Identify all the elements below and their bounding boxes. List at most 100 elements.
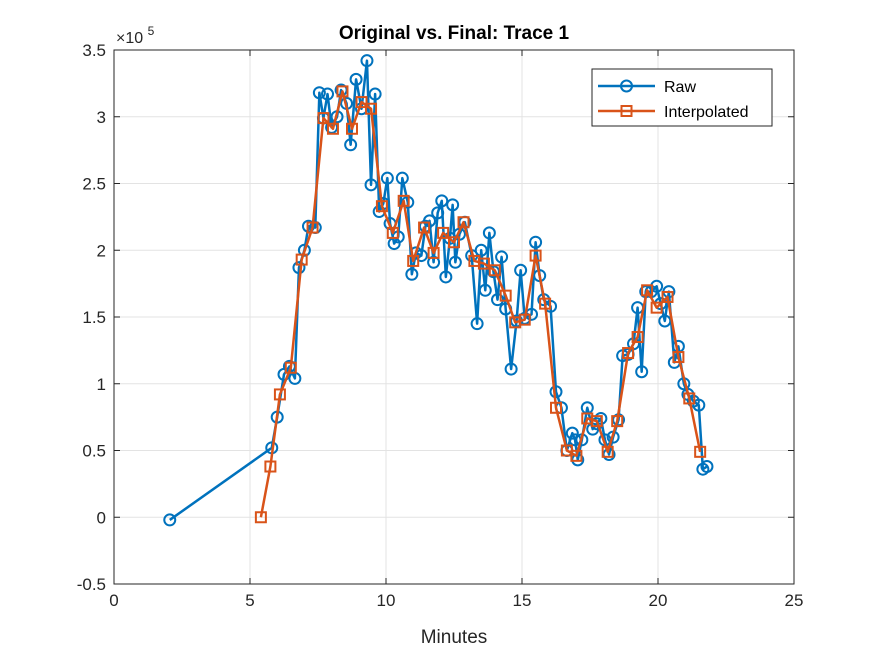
data-point-interpolated bbox=[570, 449, 583, 462]
y-tick-label: 2.5 bbox=[82, 175, 106, 194]
y-tick-label: 2 bbox=[97, 241, 106, 260]
data-point-interpolated bbox=[375, 200, 388, 213]
y-tick-label: -0.5 bbox=[77, 575, 106, 594]
data-point-interpolated bbox=[365, 102, 378, 115]
legend-raw-marker bbox=[620, 79, 633, 93]
data-point-interpolated bbox=[386, 226, 399, 239]
data-point-interpolated bbox=[601, 445, 614, 458]
y-exponent-power: 5 bbox=[148, 24, 155, 38]
data-point-interpolated bbox=[661, 290, 674, 303]
data-point-interpolated bbox=[622, 347, 635, 360]
series-interpolated bbox=[254, 85, 707, 524]
data-point-raw bbox=[312, 86, 326, 100]
svg-text:×10 5: ×10 5 bbox=[116, 24, 155, 47]
y-tick-label: 1 bbox=[97, 375, 106, 394]
y-tick-label: 3 bbox=[97, 108, 106, 127]
x-tick-label: 5 bbox=[245, 591, 254, 610]
data-point-interpolated bbox=[254, 511, 267, 524]
data-point-interpolated bbox=[427, 246, 440, 259]
data-point-interpolated bbox=[611, 415, 624, 428]
data-point-raw bbox=[380, 171, 394, 185]
data-point-raw bbox=[658, 314, 672, 328]
data-point-raw bbox=[349, 72, 363, 86]
data-point-raw bbox=[478, 283, 492, 297]
data-point-interpolated bbox=[518, 313, 531, 326]
data-point-interpolated bbox=[529, 249, 542, 262]
data-point-raw bbox=[529, 235, 543, 249]
legend-raw-label: Raw bbox=[664, 79, 696, 96]
data-point-interpolated bbox=[407, 254, 420, 267]
data-point-interpolated bbox=[683, 392, 696, 405]
tick-labels: 0 5 10 15 20 25-0.500.511.522.533.5 bbox=[77, 41, 804, 610]
data-point-interpolated bbox=[306, 221, 319, 234]
data-point-raw bbox=[368, 87, 382, 101]
data-point-raw bbox=[474, 243, 488, 257]
data-point-interpolated bbox=[448, 236, 460, 249]
data-point-raw bbox=[364, 178, 378, 192]
data-point-raw bbox=[435, 194, 449, 208]
data-point-interpolated bbox=[346, 122, 358, 135]
data-point-interpolated bbox=[437, 226, 450, 239]
data-point-interpolated bbox=[326, 122, 339, 135]
data-point-interpolated bbox=[284, 361, 297, 374]
data-point-raw bbox=[700, 460, 714, 474]
x-tick-label: 25 bbox=[785, 591, 804, 610]
data-point-raw bbox=[321, 87, 335, 101]
data-point-raw bbox=[504, 362, 518, 376]
data-point-raw bbox=[482, 226, 496, 240]
legend-interpolated-marker bbox=[620, 105, 633, 117]
data-point-interpolated bbox=[539, 297, 552, 310]
x-axis-label: Minutes bbox=[421, 627, 488, 648]
data-point-raw bbox=[360, 54, 374, 68]
y-exponent-base: ×10 bbox=[116, 30, 143, 47]
legend-interpolated-label: Interpolated bbox=[664, 104, 749, 121]
y-tick-label: 0 bbox=[97, 508, 106, 527]
data-point-interpolated bbox=[590, 415, 603, 428]
data-point-interpolated bbox=[397, 194, 410, 207]
ticks bbox=[113, 49, 795, 585]
data-point-raw bbox=[431, 206, 445, 220]
data-point-interpolated bbox=[631, 331, 644, 344]
data-point-interpolated bbox=[650, 301, 663, 314]
data-point-interpolated bbox=[295, 253, 308, 266]
data-point-raw bbox=[297, 243, 311, 257]
data-point-interpolated bbox=[672, 351, 685, 364]
data-point-interpolated bbox=[488, 264, 501, 277]
data-point-interpolated bbox=[317, 112, 330, 125]
x-tick-label: 10 bbox=[377, 591, 396, 610]
y-tick-label: 3.5 bbox=[82, 41, 106, 60]
data-point-raw bbox=[163, 513, 177, 527]
data-point-interpolated bbox=[477, 257, 490, 270]
data-point-raw bbox=[565, 426, 579, 440]
data-point-interpolated bbox=[641, 284, 654, 297]
data-point-raw bbox=[405, 267, 419, 281]
data-point-raw bbox=[448, 255, 462, 269]
data-point-raw bbox=[470, 317, 484, 331]
data-point-raw bbox=[292, 261, 306, 275]
chart-title: Original vs. Final: Trace 1 bbox=[339, 23, 570, 44]
data-point-raw bbox=[692, 398, 706, 412]
data-point-raw bbox=[427, 255, 441, 269]
y-tick-label: 0.5 bbox=[82, 442, 106, 461]
data-point-interpolated bbox=[457, 216, 470, 229]
x-tick-label: 15 bbox=[513, 591, 532, 610]
data-point-interpolated bbox=[694, 445, 707, 458]
data-point-interpolated bbox=[418, 221, 431, 234]
data-point-raw bbox=[446, 198, 460, 212]
data-point-raw bbox=[344, 138, 358, 152]
data-point-raw bbox=[514, 263, 528, 277]
data-point-interpolated bbox=[550, 401, 562, 414]
y-tick-label: 1.5 bbox=[82, 308, 106, 327]
data-point-raw bbox=[635, 365, 649, 379]
series-layer bbox=[163, 54, 714, 527]
data-point-raw bbox=[395, 171, 409, 185]
legend: Raw Interpolated bbox=[591, 68, 773, 127]
data-point-raw bbox=[439, 270, 453, 284]
data-point-interpolated bbox=[336, 85, 349, 98]
y-exponent: ×10 5 bbox=[116, 24, 155, 47]
x-tick-label: 20 bbox=[649, 591, 668, 610]
data-point-interpolated bbox=[499, 289, 512, 302]
data-point-interpolated bbox=[264, 460, 277, 473]
